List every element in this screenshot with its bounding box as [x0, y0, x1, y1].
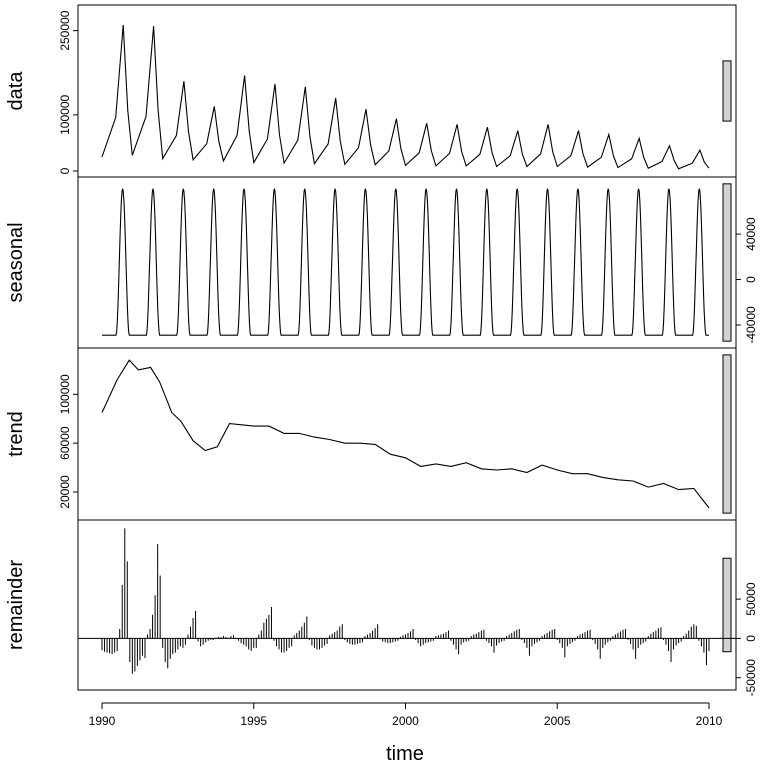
x-axis-title: time — [386, 743, 424, 765]
panel-frame-data — [77, 4, 737, 178]
panel-label-remainder: remainder — [5, 560, 27, 650]
x-tick-label: 1995 — [240, 714, 267, 728]
panel-label-trend: trend — [5, 411, 27, 457]
series-layer — [78, 24, 736, 674]
y-tick-label-remainder: 0 — [744, 635, 758, 642]
x-tick-label: 2000 — [392, 714, 419, 728]
y-tick-label-data: 250000 — [58, 10, 72, 50]
series-line-seasonal — [102, 188, 709, 336]
y-tick-label-data: 0 — [58, 167, 72, 174]
y-tick-label-seasonal: 0 — [744, 276, 758, 283]
y-tick-label-data: 100000 — [58, 95, 72, 135]
panel-frame-trend — [77, 347, 737, 521]
scale-bar-remainder — [722, 557, 732, 653]
x-tick-label: 1990 — [89, 714, 116, 728]
panel-label-seasonal: seasonal — [5, 222, 27, 302]
x-tick-label: 2010 — [696, 714, 723, 728]
x-tick-label: 2005 — [544, 714, 571, 728]
panel-frames — [77, 4, 737, 691]
y-tick-label-remainder: 50000 — [744, 582, 758, 616]
y-tick-label-remainder: -50000 — [744, 659, 758, 697]
scale-bar-seasonal — [722, 183, 732, 342]
panel-frame-remainder — [77, 519, 737, 691]
scale-bar-data — [722, 60, 732, 122]
scale-bar-trend — [722, 354, 732, 514]
y-tick-label-trend: 100000 — [58, 374, 72, 414]
labels-layer: data 0 100000 250000 seasonal -40000 0 40000 tre… — [5, 10, 758, 765]
y-tick-label-trend: 60000 — [58, 426, 72, 460]
series-line-trend — [101, 359, 710, 509]
y-tick-label-trend: 20000 — [58, 475, 72, 509]
axes-layer — [73, 30, 741, 709]
panel-label-data: data — [5, 71, 27, 111]
y-tick-label-seasonal: -40000 — [744, 306, 758, 344]
y-tick-label-seasonal: 40000 — [744, 217, 758, 251]
series-line-data — [101, 24, 710, 170]
